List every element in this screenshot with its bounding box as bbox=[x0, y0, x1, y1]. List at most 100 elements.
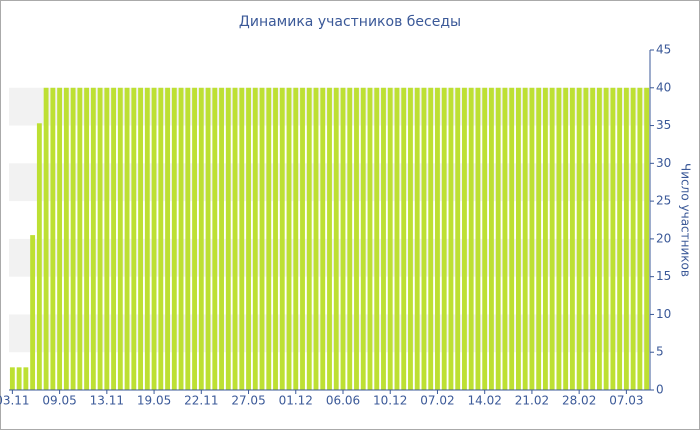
bar bbox=[610, 87, 616, 391]
bar bbox=[43, 87, 49, 391]
bar bbox=[421, 87, 427, 391]
bar bbox=[63, 87, 69, 391]
bar bbox=[205, 87, 211, 391]
bar bbox=[252, 87, 258, 391]
bar bbox=[563, 87, 569, 391]
bar bbox=[131, 87, 137, 391]
bar bbox=[441, 87, 447, 391]
bar bbox=[246, 87, 251, 391]
chart-title: Динамика участников беседы bbox=[239, 14, 461, 30]
y-tick-label: 25 bbox=[656, 194, 671, 208]
bar bbox=[97, 87, 103, 391]
bar bbox=[9, 367, 15, 390]
bar bbox=[347, 87, 353, 391]
bar bbox=[630, 87, 636, 391]
bar bbox=[138, 87, 144, 391]
bar bbox=[16, 367, 22, 390]
bar bbox=[360, 87, 366, 391]
x-tick-label: 13.11 bbox=[90, 394, 124, 408]
bar bbox=[70, 87, 76, 391]
bar bbox=[489, 87, 494, 391]
bar bbox=[401, 87, 407, 391]
bar bbox=[327, 87, 332, 391]
bar bbox=[111, 87, 117, 391]
bar bbox=[259, 87, 265, 391]
y-tick-label: 10 bbox=[656, 307, 671, 321]
bar bbox=[340, 87, 346, 391]
bar bbox=[596, 87, 602, 391]
bar bbox=[124, 87, 130, 391]
bar bbox=[50, 87, 56, 391]
bar bbox=[232, 87, 238, 391]
bar bbox=[515, 87, 521, 391]
bar bbox=[428, 87, 434, 391]
x-tick-label: 27.05 bbox=[231, 394, 265, 408]
x-tick-label: 06.06 bbox=[326, 394, 360, 408]
y-tick-label: 40 bbox=[656, 80, 671, 94]
y-axis-title: Число участников bbox=[679, 163, 693, 277]
bar bbox=[219, 87, 224, 391]
bar bbox=[57, 87, 63, 391]
bar bbox=[603, 87, 609, 391]
bar bbox=[30, 235, 36, 390]
bar bbox=[435, 87, 440, 391]
bar bbox=[529, 87, 535, 391]
y-tick-label: 45 bbox=[656, 43, 671, 57]
bar bbox=[644, 87, 650, 391]
bar bbox=[556, 87, 562, 391]
y-tick-label: 5 bbox=[656, 345, 664, 359]
bar bbox=[286, 87, 292, 391]
bar bbox=[522, 87, 528, 391]
bar bbox=[293, 87, 299, 391]
bar bbox=[354, 87, 359, 391]
bar bbox=[617, 87, 623, 391]
bar bbox=[455, 87, 461, 391]
bar bbox=[408, 87, 413, 391]
bar bbox=[306, 87, 312, 391]
bar bbox=[623, 87, 629, 391]
bar bbox=[266, 87, 272, 391]
bar bbox=[495, 87, 501, 391]
bar bbox=[381, 87, 386, 391]
x-tick-label: 07.02 bbox=[420, 394, 454, 408]
bar bbox=[313, 87, 319, 391]
bar bbox=[502, 87, 508, 391]
bar bbox=[198, 87, 204, 391]
bar bbox=[279, 87, 285, 391]
x-tick-label: 14.02 bbox=[468, 394, 502, 408]
bar bbox=[536, 87, 542, 391]
bar bbox=[300, 87, 305, 391]
bar bbox=[117, 87, 123, 391]
bar bbox=[414, 87, 420, 391]
bar bbox=[475, 87, 481, 391]
x-tick-label: 07.03 bbox=[609, 394, 643, 408]
bar bbox=[590, 87, 596, 391]
y-tick-label: 0 bbox=[656, 383, 664, 397]
bar bbox=[320, 87, 326, 391]
x-tick-label: 10.12 bbox=[373, 394, 407, 408]
bar bbox=[583, 87, 589, 391]
bar bbox=[77, 87, 83, 391]
y-tick-label: 15 bbox=[656, 269, 671, 283]
x-tick-label: 21.02 bbox=[515, 394, 549, 408]
x-tick-label: 28.02 bbox=[562, 394, 596, 408]
bar bbox=[84, 87, 90, 391]
bar bbox=[104, 87, 110, 391]
x-tick-label: 19.05 bbox=[137, 394, 171, 408]
bar bbox=[23, 367, 29, 390]
bar bbox=[509, 87, 515, 391]
bar bbox=[165, 87, 170, 391]
bar bbox=[158, 87, 164, 391]
x-tick-label: 09.05 bbox=[42, 394, 76, 408]
bar bbox=[387, 87, 393, 391]
bar bbox=[273, 87, 278, 391]
bar bbox=[394, 87, 400, 391]
bar bbox=[448, 87, 454, 391]
bar bbox=[374, 87, 380, 391]
bar bbox=[239, 87, 245, 391]
bar bbox=[637, 87, 643, 391]
bar bbox=[178, 87, 184, 391]
bar bbox=[144, 87, 150, 391]
bar bbox=[171, 87, 177, 391]
